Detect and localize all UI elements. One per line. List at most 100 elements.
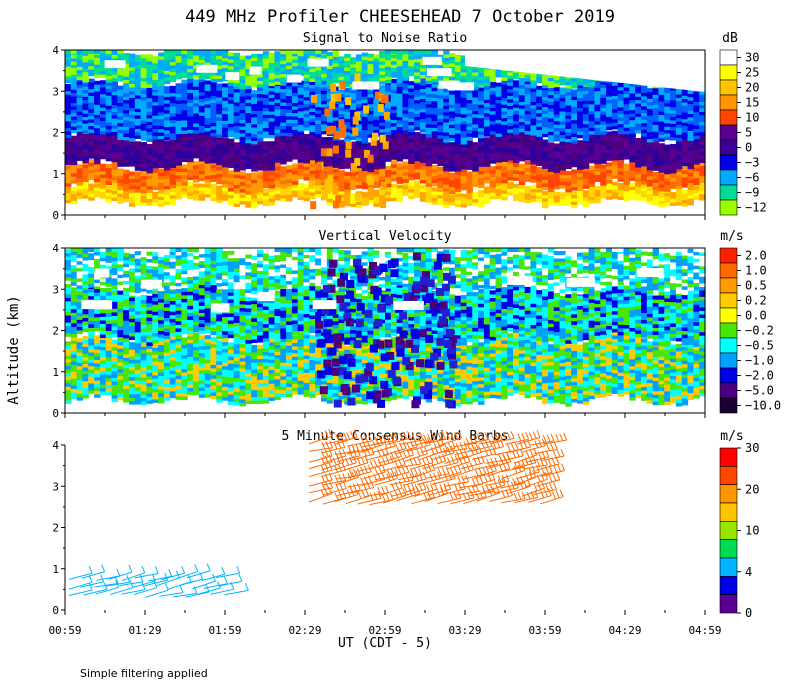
- snr-cells-cell: [454, 160, 462, 165]
- snr-cells-cell: [111, 183, 118, 188]
- snr-cells-cell: [495, 96, 502, 100]
- snr-cells-cell: [111, 187, 118, 192]
- snr-cells-cell: [472, 100, 479, 105]
- snr-cells-cell: [82, 155, 89, 160]
- snr-cells-cell: [547, 121, 555, 126]
- snr-cells-cell: [303, 187, 310, 192]
- snr-cells-cell: [611, 112, 619, 117]
- snr-cells-cell: [542, 153, 549, 159]
- snr-cells-cell: [326, 198, 334, 203]
- snr-cells-cell: [425, 188, 433, 193]
- snr-cells-cell: [501, 90, 508, 95]
- snr-cells-cell: [414, 92, 421, 97]
- snr-white-patch: [104, 60, 126, 69]
- snr-cells-cell: [193, 119, 200, 124]
- snr-cells-cell: [251, 204, 258, 209]
- snr-cells-cell: [210, 119, 217, 123]
- snr-cells-cell: [111, 114, 118, 119]
- snr-cells-cell: [82, 106, 89, 111]
- snr-cells-cell: [70, 95, 78, 100]
- snr-cells-cell: [355, 133, 363, 138]
- snr-cells-cell: [606, 149, 613, 154]
- snr-cells-cell: [169, 142, 177, 147]
- snr-cells-cell: [88, 78, 95, 83]
- snr-cells-cell: [577, 172, 584, 177]
- snr-cells-cell: [489, 192, 497, 197]
- snr-cells-cell: [105, 185, 113, 190]
- snr-cells-cell: [210, 171, 217, 176]
- snr-cells-cell: [193, 92, 200, 97]
- snr-cells-cell: [129, 185, 136, 190]
- snr-cells-cell: [443, 180, 450, 185]
- snr-cells-cell: [443, 145, 450, 150]
- snr-cells-cell: [233, 145, 241, 151]
- snr-cells-cell: [530, 128, 537, 133]
- snr-cells-cell: [495, 129, 502, 134]
- snr-cells-cell: [396, 89, 404, 94]
- snr-cells-cell: [530, 98, 537, 102]
- snr-cells-cell: [658, 193, 665, 198]
- snr-cells-cell: [472, 117, 479, 122]
- snr-cells-cell: [280, 176, 287, 181]
- snr-cells-cell: [268, 107, 276, 112]
- snr-cells-cell: [559, 87, 566, 92]
- snr-cells-cell: [373, 129, 380, 134]
- snr-cells-cell: [193, 96, 200, 101]
- snr-cells-cell: [472, 110, 479, 115]
- snr-cells-cell: [88, 115, 95, 120]
- snr-cells-cell: [396, 142, 404, 148]
- snr-cells-cell: [577, 87, 584, 92]
- snr-cells-cell: [431, 137, 438, 143]
- snr-cells-cell: [134, 159, 142, 164]
- snr-cells-cell: [582, 164, 590, 169]
- snr-cells-cell: [472, 167, 479, 172]
- snr-cells-cell: [425, 195, 433, 200]
- snr-cells-cell: [274, 183, 281, 188]
- snr-plume-cell: [326, 182, 333, 191]
- snr-cells-cell: [158, 152, 165, 158]
- snr-cells-cell: [478, 90, 485, 95]
- snr-cells-cell: [495, 136, 502, 141]
- snr-cells-cell: [303, 148, 310, 153]
- snr-cells-cell: [140, 123, 148, 128]
- snr-cells-cell: [600, 174, 607, 179]
- snr-cells-cell: [315, 133, 322, 138]
- snr-cells-cell: [693, 160, 700, 165]
- snr-cells-cell: [652, 159, 660, 164]
- snr-cells-cell: [286, 50, 293, 54]
- snr-cells-cell: [216, 198, 223, 203]
- snr-cells-cell: [82, 113, 89, 117]
- snr-plume-cell: [311, 94, 318, 103]
- snr-cells-cell: [536, 102, 543, 107]
- snr-cells-cell: [82, 177, 89, 183]
- snr-cells-cell: [507, 95, 514, 100]
- snr-cells-cell: [379, 121, 386, 126]
- snr-cells-cell: [367, 110, 374, 115]
- snr-cells-cell: [437, 121, 444, 126]
- snr-cells-cell: [635, 174, 642, 179]
- snr-cells-cell: [547, 97, 555, 102]
- snr-cells-cell: [582, 153, 590, 159]
- snr-cells-cell: [152, 121, 159, 126]
- snr-cells-cell: [687, 143, 694, 148]
- snr-cells-cell: [460, 154, 468, 159]
- snr-cells-cell: [169, 201, 177, 206]
- snr-cells-cell: [286, 178, 293, 184]
- snr-cells-cell: [536, 147, 543, 152]
- snr-cells-cell: [687, 157, 694, 163]
- snr-cells-cell: [675, 139, 683, 144]
- snr-cells-cell: [414, 86, 421, 91]
- snr-cells-cell: [315, 181, 322, 186]
- snr-cells-cell: [687, 185, 694, 191]
- snr-plume-cell: [352, 127, 359, 136]
- snr-cells-cell: [582, 167, 590, 172]
- snr-cells-cell: [379, 128, 386, 133]
- snr-cells-cell: [577, 190, 584, 195]
- snr-cells-cell: [681, 183, 689, 188]
- snr-cells-cell: [163, 166, 171, 171]
- snr-cells-cell: [158, 189, 165, 194]
- snr-cells-cell: [513, 183, 520, 188]
- snr-cells-cell: [216, 169, 223, 174]
- snr-cells-cell: [547, 134, 555, 139]
- snr-cells-cell: [198, 193, 206, 198]
